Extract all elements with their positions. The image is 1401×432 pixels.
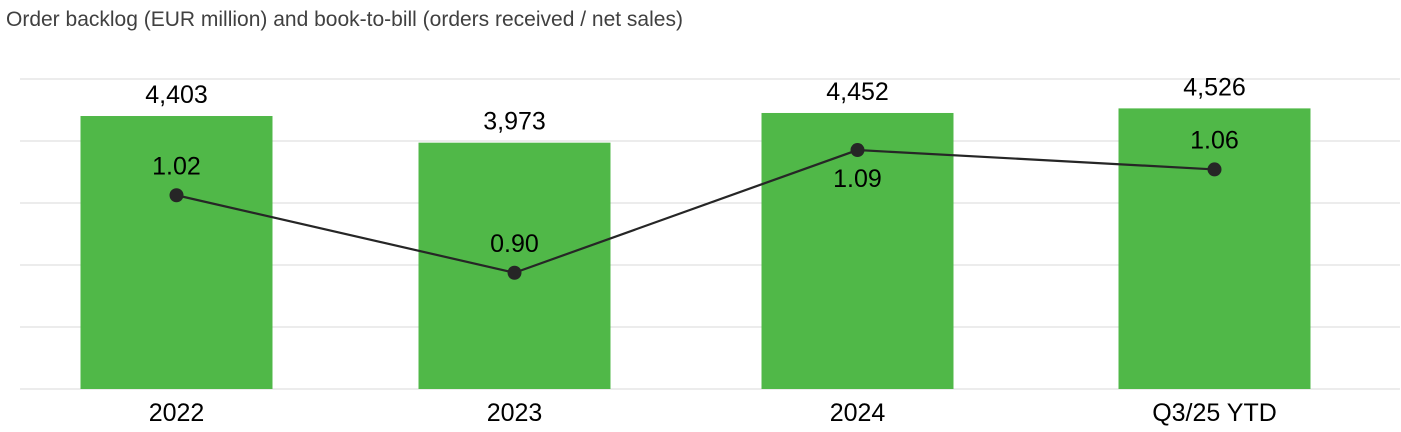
book-to-bill-line	[176, 148, 1215, 274]
x-tick-label: 2022	[149, 399, 205, 427]
bar-Q3/25 YTD	[1118, 108, 1311, 389]
line-value-label: 1.02	[152, 152, 201, 180]
bar-2024	[761, 112, 954, 389]
x-tick-label: 2023	[487, 399, 543, 427]
line-series	[169, 143, 1222, 280]
bar-value-labels: 4,403 3,973 4,452 4,526	[145, 73, 1246, 135]
category-axis: 2022 2023 2024 Q3/25 YTD	[149, 399, 1277, 427]
x-tick-label: 2024	[830, 399, 886, 427]
line-value-label: 0.90	[490, 230, 539, 258]
bar-series	[80, 108, 1311, 389]
bar-value-label: 4,452	[826, 78, 889, 106]
line-value-label: 1.06	[1190, 126, 1239, 154]
line-point-2024	[850, 143, 865, 158]
line-point-Q3/25 YTD	[1207, 162, 1222, 177]
bar-value-label: 4,526	[1183, 73, 1246, 101]
line-value-labels: 1.02 0.90 1.09 1.06	[152, 126, 1239, 257]
line-point-2022	[169, 188, 184, 203]
x-tick-label: Q3/25 YTD	[1152, 399, 1277, 427]
bar-value-label: 3,973	[483, 108, 546, 136]
bar-2022	[80, 116, 273, 389]
chart-title: Order backlog (EUR million) and book-to-…	[6, 8, 683, 31]
line-point-2023	[507, 265, 522, 280]
bar-value-label: 4,403	[145, 81, 208, 109]
line-value-label: 1.09	[833, 165, 882, 193]
